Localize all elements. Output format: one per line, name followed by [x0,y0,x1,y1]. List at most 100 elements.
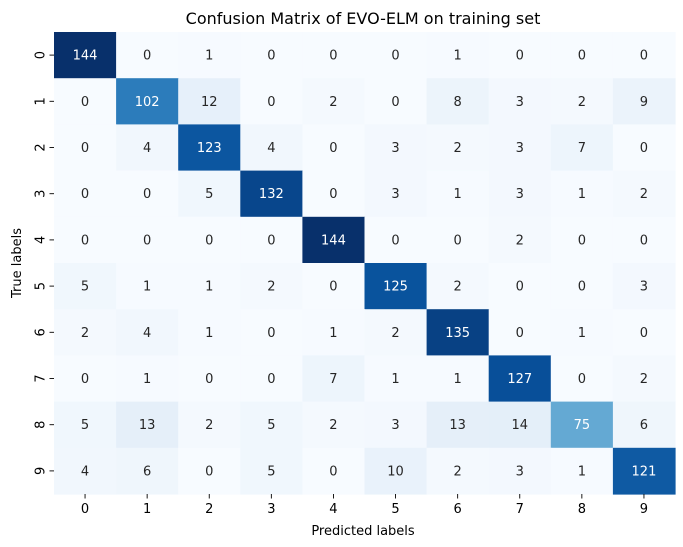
heatmap-cell [364,216,428,264]
heatmap-cell [178,309,241,356]
cell-value-label: 0 [143,187,151,202]
heatmap-cell [550,170,614,218]
heatmap-cell [178,216,241,264]
cell-value-label: 4 [267,141,275,156]
cell-value-label: 0 [329,280,337,295]
cell-value-label: 0 [267,372,275,387]
heatmap-cell [364,263,428,310]
cell-value-label: 0 [143,233,151,248]
cell-value-label: 2 [454,464,462,479]
cell-value-label: 0 [516,326,524,341]
heatmap-cell [54,309,117,356]
x-tick-label: 9 [640,502,648,517]
x-tick-label: 8 [578,502,586,517]
heatmap-cell [364,447,428,495]
heatmap-cell [240,32,303,79]
cell-value-label: 0 [578,280,586,295]
heatmap-cell [550,309,614,356]
x-tick-label: 6 [454,502,462,517]
heatmap-cell [612,78,676,125]
heatmap-cell [426,78,490,125]
cell-value-label: 0 [329,141,337,156]
heatmap-cell [488,355,552,403]
cell-value-label: 0 [640,49,648,64]
heatmap-cell [612,216,676,264]
y-tick-label: 3 [34,190,49,198]
heatmap-cell [612,355,676,403]
cell-value-label: 1 [205,280,213,295]
cell-value-label: 2 [516,233,524,248]
x-tick-label: 1 [143,502,151,517]
cell-value-label: 1 [391,372,399,387]
heatmap-cell [488,447,552,495]
cell-value-label: 6 [143,464,151,479]
cell-value-label: 1 [143,280,151,295]
cell-value-label: 3 [640,280,648,295]
heatmap-cell [426,216,490,264]
heatmap-cell [302,401,366,449]
cell-value-label: 0 [267,49,275,64]
cell-value-label: 12 [201,95,218,110]
cell-value-label: 135 [445,326,470,341]
heatmap-cell [488,32,552,79]
heatmap-cell [364,401,428,449]
heatmap-cell [550,355,614,403]
cell-value-label: 0 [578,372,586,387]
cell-value-label: 0 [454,233,462,248]
cell-value-label: 3 [391,418,399,433]
cell-value-label: 2 [640,187,648,202]
cell-value-label: 0 [391,233,399,248]
y-tick-label: 7 [34,374,49,382]
heatmap-cell [550,263,614,310]
chart-title: Confusion Matrix of EVO-ELM on training … [186,9,541,28]
cell-value-label: 0 [81,141,89,156]
cell-value-label: 8 [454,95,462,110]
cell-value-label: 0 [640,326,648,341]
cell-value-label: 10 [387,464,404,479]
heatmap-cell [240,216,303,264]
cell-value-label: 1 [454,187,462,202]
x-tick-label: 7 [516,502,524,517]
heatmap-cell [364,124,428,172]
heatmap-cell [116,32,179,79]
heatmap-cell [488,263,552,310]
cell-value-label: 2 [391,326,399,341]
heatmap-cell [488,309,552,356]
cell-value-label: 7 [578,141,586,156]
heatmap-cell [116,447,179,495]
heatmap-cell [426,309,490,356]
heatmap-cell [54,216,117,264]
y-tick-label: 6 [34,328,49,336]
cell-value-label: 0 [329,49,337,64]
cell-value-label: 5 [81,418,89,433]
cell-value-label: 0 [516,280,524,295]
y-axis-label: True labels [10,228,25,299]
heatmap-cell [240,170,303,218]
cell-value-label: 2 [329,95,337,110]
cell-value-label: 7 [329,372,337,387]
cell-value-label: 6 [640,418,648,433]
cell-value-label: 0 [329,187,337,202]
cell-value-label: 0 [81,372,89,387]
heatmap-cell [550,447,614,495]
cell-value-label: 0 [267,95,275,110]
heatmap-cell [178,447,241,495]
heatmap-cell [426,355,490,403]
x-tick-label: 2 [205,502,213,517]
heatmap-cell [54,447,117,495]
heatmap-cell [364,355,428,403]
heatmap-cell [116,263,179,310]
heatmap-cell [364,309,428,356]
cell-value-label: 102 [135,95,160,110]
heatmap-cell [116,78,179,125]
cell-value-label: 2 [267,280,275,295]
heatmap-cell [240,355,303,403]
heatmap-cell [302,216,366,264]
cell-value-label: 1 [205,49,213,64]
cell-value-label: 3 [516,187,524,202]
heatmap-cell [240,309,303,356]
cell-value-label: 1 [454,372,462,387]
heatmap-cell [240,124,303,172]
heatmap-cells [54,32,676,495]
cell-value-label: 4 [143,141,151,156]
